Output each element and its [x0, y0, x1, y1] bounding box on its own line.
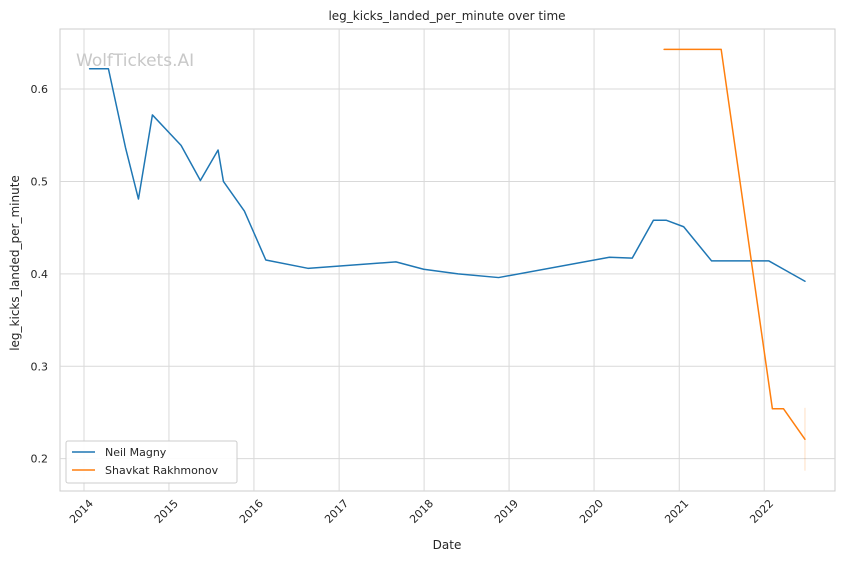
x-tick-label: 2020: [577, 497, 606, 526]
x-axis-label: Date: [433, 538, 462, 552]
series-line-0: [88, 67, 806, 282]
y-tick-label: 0.2: [31, 453, 49, 466]
x-tick-label: 2021: [662, 497, 691, 526]
legend-label-1: Shavkat Rakhmonov: [105, 464, 219, 477]
y-axis-label: leg_kicks_landed_per_minute: [8, 175, 22, 351]
plot-frame: [59, 28, 836, 492]
x-tick-label: 2017: [322, 497, 351, 526]
watermark-layer: WolfTickets.AI: [76, 51, 194, 71]
legend-box: [65, 440, 238, 484]
series-line-1: [663, 48, 806, 441]
x-tick-label: 2015: [152, 497, 181, 526]
watermark-text: WolfTickets.AI: [76, 51, 194, 71]
x-tick-label: 2014: [67, 497, 96, 526]
chart-title: leg_kicks_landed_per_minute over time: [328, 9, 565, 23]
x-tick-label: 2019: [492, 497, 521, 526]
y-tick-label: 0.4: [31, 268, 49, 281]
series-layer: [88, 48, 806, 471]
x-tick-label: 2022: [747, 497, 776, 526]
x-tick-label: 2016: [237, 497, 266, 526]
legend-layer: Neil Magny Shavkat Rakhmonov: [65, 440, 238, 484]
y-tick-label: 0.5: [31, 175, 49, 188]
x-tick-label: 2018: [407, 497, 436, 526]
y-tick-label: 0.3: [31, 360, 49, 373]
y-tick-label: 0.6: [31, 83, 49, 96]
grid-layer: [59, 28, 836, 492]
legend-label-0: Neil Magny: [105, 446, 167, 459]
